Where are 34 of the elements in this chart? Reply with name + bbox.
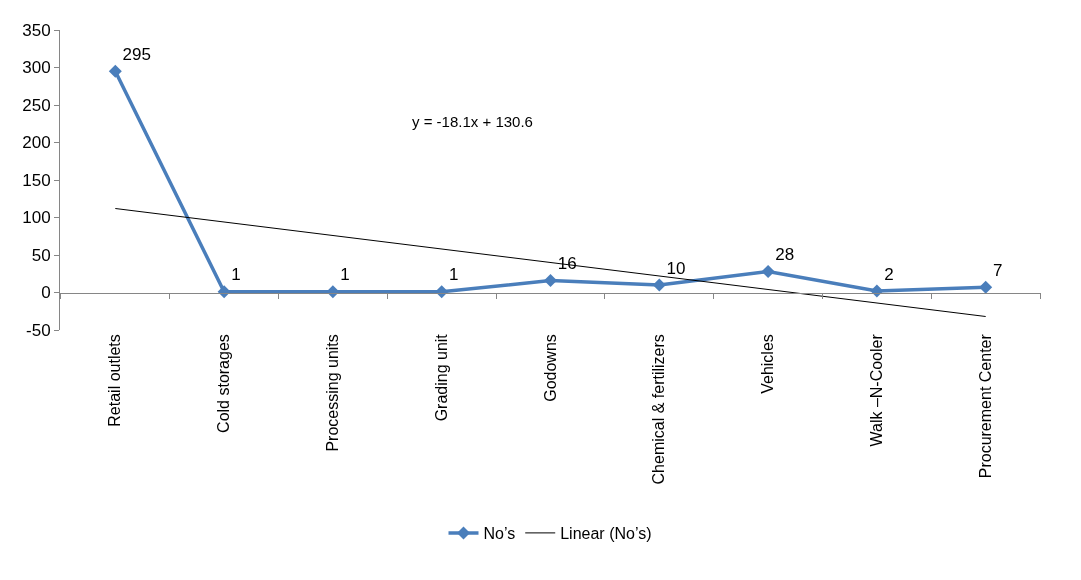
y-tick-label: 50 — [31, 245, 51, 265]
point — [544, 274, 557, 287]
data-label: 1 — [340, 265, 350, 285]
y-tick-label: -50 — [26, 320, 51, 340]
y-tick-label: 0 — [41, 283, 51, 303]
y-tick-label: 250 — [22, 95, 51, 115]
data-label: 1 — [448, 265, 459, 285]
point — [108, 64, 122, 78]
annotation: y = -18.1x + 130.6 — [412, 113, 533, 130]
x-tick-label: Chemical & fertilizers — [650, 334, 668, 485]
x-tick-label: Processing units — [324, 334, 342, 452]
data-label: 2 — [884, 264, 894, 284]
data-label: 10 — [666, 258, 686, 278]
x-tick-label: Vehicles — [759, 334, 777, 394]
y-tick-label: 300 — [22, 58, 51, 78]
y-tick-label: 100 — [22, 208, 51, 228]
data-label: 28 — [775, 245, 795, 264]
x-tick-label: Walk –N-Cooler — [868, 333, 886, 447]
y-tick-label: 350 — [22, 20, 51, 40]
legend-label: No’s — [483, 525, 516, 543]
data-label: 1 — [231, 265, 241, 285]
point — [761, 265, 775, 278]
data-label: 295 — [122, 44, 151, 64]
y-tick-label: 200 — [22, 133, 51, 153]
data-label: 7 — [992, 260, 1003, 280]
x-tick-label: Cold storages — [215, 334, 233, 433]
x-tick-label: Procurement Center — [976, 333, 994, 479]
y-tick-label: 150 — [22, 170, 51, 190]
point — [652, 278, 666, 292]
point — [979, 280, 993, 294]
x-tick-label: Godowns — [541, 334, 559, 402]
x-tick-label: Grading unit — [432, 333, 450, 422]
legend-label: Linear (No’s) — [560, 525, 652, 543]
x-tick-label: Retail outlets — [106, 334, 124, 427]
